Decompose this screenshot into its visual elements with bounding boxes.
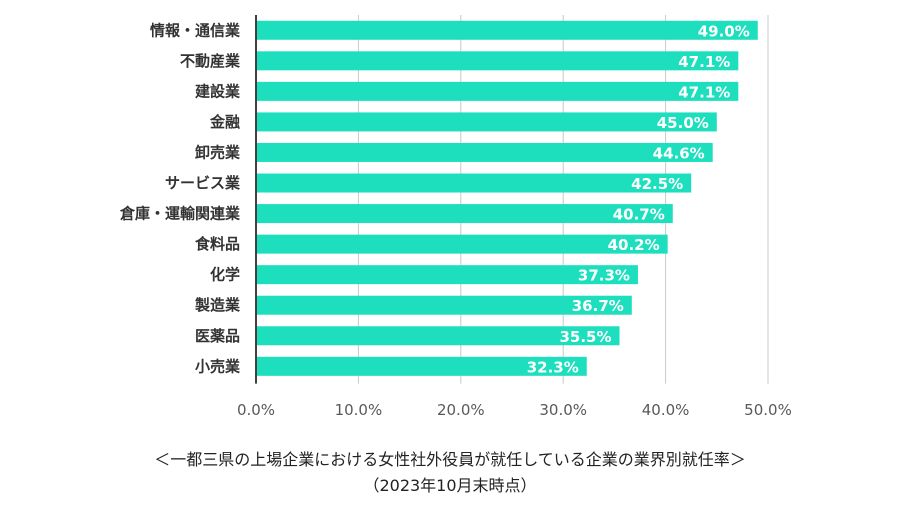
data-label: 49.0%: [698, 22, 750, 40]
category-label: 不動産業: [180, 52, 241, 70]
chart-caption-title: ＜一都三県の上場企業における女性社外役員が就任している企業の業界別就任率＞: [154, 450, 746, 469]
bar: [256, 51, 739, 71]
x-tick-label: 20.0%: [437, 401, 485, 419]
category-label: 金融: [209, 113, 240, 131]
category-label: 製造業: [194, 296, 241, 314]
data-label: 45.0%: [657, 114, 709, 132]
x-tick-label: 50.0%: [744, 401, 792, 419]
category-label: 医薬品: [195, 327, 240, 345]
x-tick-label: 0.0%: [237, 401, 275, 419]
bar: [256, 234, 668, 254]
x-tick-label: 30.0%: [539, 401, 587, 419]
data-label: 44.6%: [653, 144, 705, 162]
data-label: 47.1%: [678, 53, 730, 71]
category-label: サービス業: [165, 174, 241, 192]
category-label: 卸売業: [195, 143, 241, 161]
data-label: 40.2%: [608, 236, 660, 254]
data-label: 32.3%: [527, 358, 579, 376]
data-label: 35.5%: [559, 328, 611, 346]
x-tick-label: 40.0%: [642, 401, 690, 419]
bar: [256, 326, 620, 346]
bar: [256, 112, 717, 132]
category-label: 化学: [210, 266, 240, 284]
data-label: 42.5%: [631, 175, 683, 193]
category-label: 建設業: [195, 82, 241, 100]
data-label: 37.3%: [578, 267, 630, 285]
category-label: 倉庫・運輸関連業: [119, 205, 241, 223]
bar: [256, 173, 692, 193]
bar-chart: 情報・通信業 49.0% 不動産業 47.1% 建設業 47.1% 金融 45.0% 卸売業 44…: [119, 15, 792, 419]
bar: [256, 81, 739, 101]
category-label: 情報・通信業: [150, 21, 241, 39]
category-label: 小売業: [195, 357, 241, 375]
bar: [256, 356, 587, 376]
bar: [256, 142, 713, 162]
data-label: 36.7%: [572, 297, 624, 315]
data-label: 40.7%: [613, 206, 665, 224]
bar: [256, 204, 673, 224]
bar: [256, 20, 758, 40]
x-tick-label: 10.0%: [335, 401, 383, 419]
bar: [256, 295, 632, 315]
category-label: 食料品: [195, 235, 240, 253]
chart-caption-date: （2023年10月末時点）: [363, 476, 537, 495]
bar: [256, 265, 638, 285]
data-label: 47.1%: [678, 83, 730, 101]
